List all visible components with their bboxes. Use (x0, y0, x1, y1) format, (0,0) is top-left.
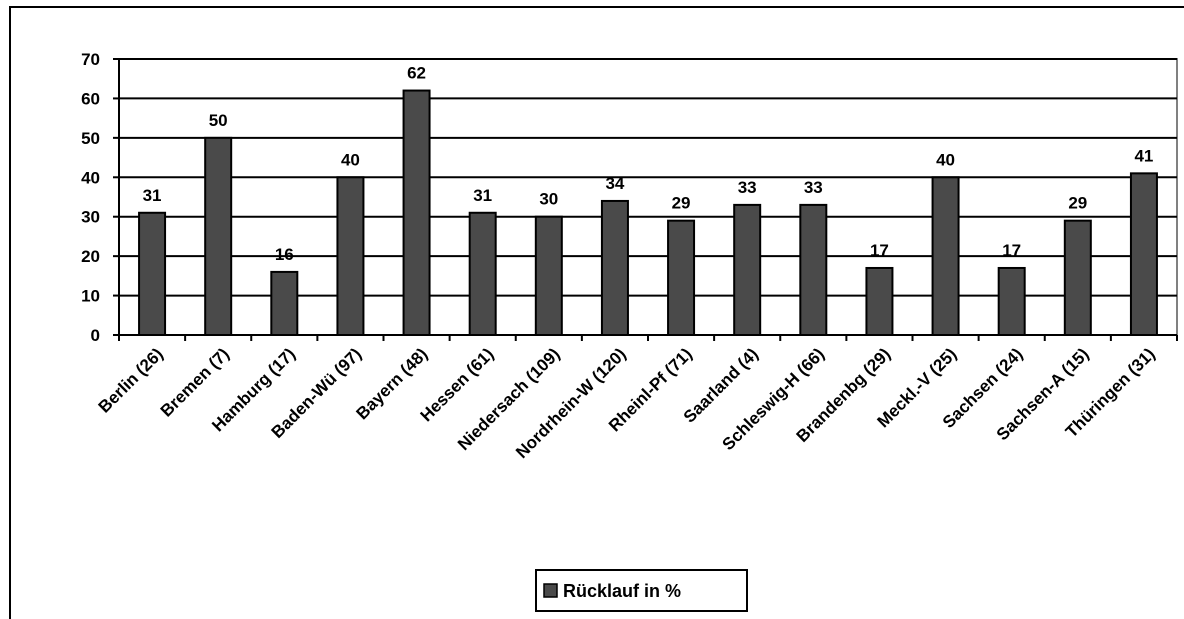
bar (336, 176, 365, 336)
data-label: 17 (1002, 241, 1021, 260)
bar (733, 203, 762, 336)
y-tick-label: 50 (81, 129, 100, 148)
x-tick-label: Berlin (26) (95, 344, 167, 416)
bar (204, 136, 233, 336)
data-label: 50 (209, 111, 228, 130)
y-tick-label: 30 (81, 208, 100, 227)
data-label: 29 (672, 194, 691, 213)
bar (600, 199, 629, 336)
y-tick-label: 70 (81, 50, 100, 69)
legend-label: Rücklauf in % (563, 581, 681, 601)
bar (997, 266, 1026, 337)
data-label: 34 (605, 174, 624, 193)
data-label: 17 (870, 241, 889, 260)
x-tick-label: Nordrhein-W (120) (512, 344, 630, 462)
data-label: 29 (1068, 194, 1087, 213)
bar (667, 219, 696, 337)
data-label: 30 (539, 190, 558, 209)
data-label: 40 (341, 150, 360, 169)
bar (270, 270, 299, 336)
bar (1129, 172, 1158, 336)
data-label: 33 (738, 178, 757, 197)
y-tick-label: 20 (81, 247, 100, 266)
legend (535, 569, 748, 612)
data-label: 31 (143, 186, 162, 205)
bar (402, 89, 431, 336)
bar (865, 266, 894, 337)
bar (138, 211, 167, 336)
bar (468, 211, 497, 336)
bar (534, 215, 563, 336)
data-label: 16 (275, 245, 294, 264)
y-tick-label: 40 (81, 168, 100, 187)
bar (931, 176, 960, 336)
y-tick-label: 10 (81, 287, 100, 306)
data-label: 62 (407, 64, 426, 83)
legend-swatch (543, 583, 558, 598)
bar (1063, 219, 1092, 337)
data-label: 33 (804, 178, 823, 197)
data-label: 41 (1134, 146, 1153, 165)
data-label: 31 (473, 186, 492, 205)
y-tick-label: 60 (81, 89, 100, 108)
bar (799, 203, 828, 336)
y-tick-label: 0 (91, 326, 100, 345)
data-label: 40 (936, 150, 955, 169)
